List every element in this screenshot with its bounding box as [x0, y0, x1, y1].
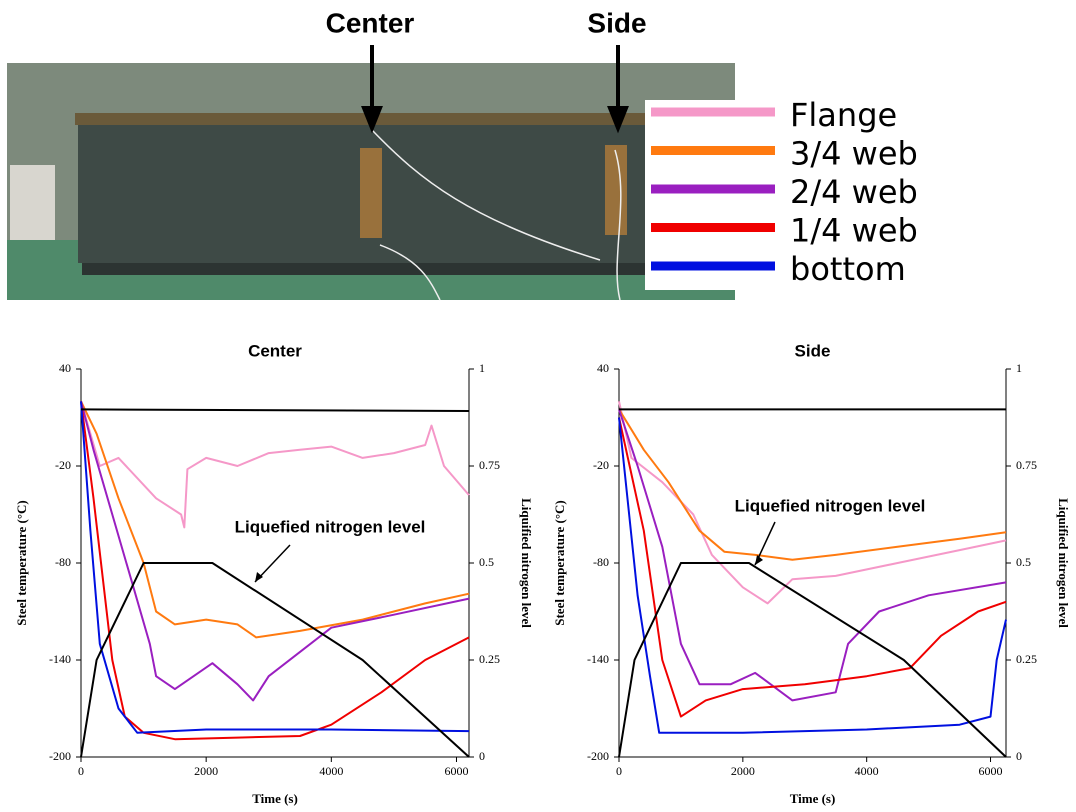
y-tick-label: -140 [587, 652, 609, 666]
x-tick-label: 4000 [319, 764, 343, 778]
chart-title: Side [795, 341, 831, 360]
y-tick-label: -200 [49, 749, 71, 763]
series-line [81, 409, 469, 411]
y-tick-label: 40 [59, 361, 71, 375]
y2-tick-label: 0 [1016, 749, 1022, 763]
x-tick-label: 6000 [444, 764, 468, 778]
y-tick-label: -140 [49, 652, 71, 666]
legend-label: 2/4 web [790, 173, 918, 211]
y-tick-label: -20 [55, 458, 71, 472]
y-tick-label: 40 [597, 361, 609, 375]
x-tick-label: 2000 [194, 764, 218, 778]
y2-tick-label: 0.75 [1016, 458, 1037, 472]
legend-label: Flange [790, 96, 897, 134]
photo-label: Side [587, 7, 646, 38]
y2-axis-label: Liquified nitrogen level [1056, 498, 1071, 628]
x-axis-label: Time (s) [790, 791, 836, 806]
y2-tick-label: 0.75 [479, 458, 500, 472]
x-tick-label: 2000 [731, 764, 755, 778]
y-axis-label: Steel temperature (°C) [14, 500, 29, 626]
x-tick-label: 6000 [979, 764, 1003, 778]
x-tick-label: 0 [78, 764, 84, 778]
y2-tick-label: 0.5 [1016, 555, 1031, 569]
y2-tick-label: 0.25 [479, 652, 500, 666]
y2-tick-label: 0 [479, 749, 485, 763]
series-line [619, 409, 1006, 700]
y2-tick-label: 0.25 [1016, 652, 1037, 666]
y-tick-label: -80 [593, 555, 609, 569]
x-tick-label: 0 [616, 764, 622, 778]
bottom-flange [82, 263, 660, 275]
axes [619, 369, 1006, 757]
y2-tick-label: 1 [479, 361, 485, 375]
axes [81, 369, 469, 757]
figure: Center Side Flange3/4 web2/4 web1/4 webb… [0, 0, 1076, 812]
y2-tick-label: 1 [1016, 361, 1022, 375]
y-tick-label: -200 [587, 749, 609, 763]
series-line [81, 401, 469, 527]
legend-label: 1/4 web [790, 212, 918, 250]
series-line [619, 418, 1006, 733]
photo-label: Center [326, 7, 415, 38]
series-line [619, 409, 1006, 559]
y-tick-label: -80 [55, 555, 71, 569]
y2-tick-label: 0.5 [479, 555, 494, 569]
annotation: Liquefied nitrogen level [735, 496, 926, 515]
legend-label: 3/4 web [790, 135, 918, 173]
gauge-tape [605, 145, 627, 235]
annotation: Liquefied nitrogen level [235, 517, 426, 536]
x-axis-label: Time (s) [252, 791, 298, 806]
container [10, 165, 55, 240]
series-line [619, 418, 1006, 717]
annotation-arrowhead [255, 572, 263, 582]
series-line [81, 401, 469, 733]
y-axis-label: Steel temperature (°C) [552, 500, 567, 626]
legend-label: bottom [790, 250, 906, 288]
x-tick-label: 4000 [855, 764, 879, 778]
gauge-tape [360, 148, 382, 238]
y-tick-label: -20 [593, 458, 609, 472]
y2-axis-label: Liquified nitrogen level [519, 498, 534, 628]
chart-title: Center [248, 341, 302, 360]
